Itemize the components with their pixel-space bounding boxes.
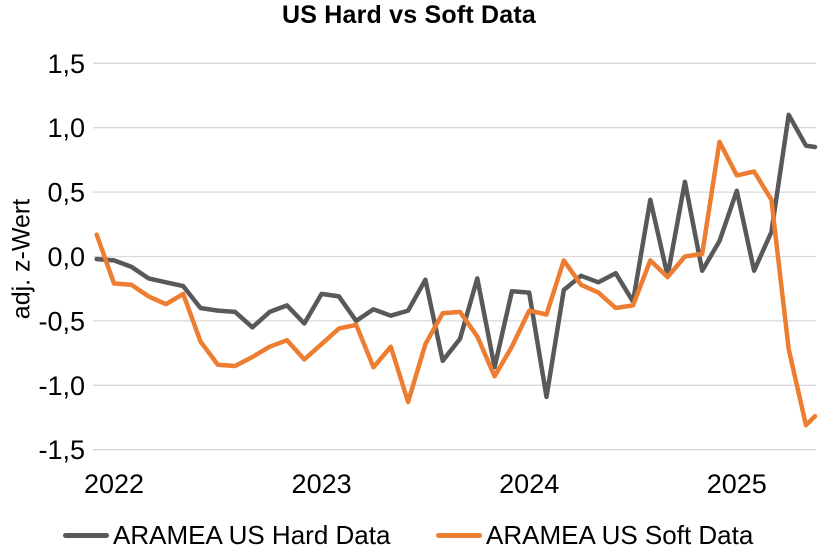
soft-data-line-swatch — [436, 533, 482, 538]
y-tick-label: -1,5 — [38, 435, 85, 465]
legend-item-soft-data: ARAMEA US Soft Data — [436, 520, 754, 550]
y-tick-label: 0,5 — [47, 178, 85, 208]
y-tick-label: 0,0 — [47, 242, 85, 272]
y-tick-label: 1,5 — [47, 49, 85, 79]
hard-data-line — [94, 112, 818, 400]
soft-data-line — [94, 139, 818, 428]
line-chart-plot-area: 1,5 1,0 0,5 0,0 -0,5 -1,0 -1,5 2022 2023 2024 2025 — [38, 49, 818, 499]
chart-legend: ARAMEA US Hard Data ARAMEA US Soft Data — [0, 520, 818, 550]
x-tick-label: 2022 — [84, 469, 144, 499]
y-tick-label: -1,0 — [38, 371, 85, 401]
x-tick-label: 2025 — [707, 469, 767, 499]
y-tick-label: 1,0 — [47, 113, 85, 143]
hard-data-line-swatch — [63, 533, 109, 538]
chart-title: US Hard vs Soft Data — [281, 1, 537, 29]
legend-label-soft-data: ARAMEA US Soft Data — [486, 520, 754, 550]
x-tick-label: 2024 — [499, 469, 559, 499]
legend-label-hard-data: ARAMEA US Hard Data — [113, 520, 391, 550]
x-tick-label: 2023 — [292, 469, 352, 499]
legend-item-hard-data: ARAMEA US Hard Data — [63, 520, 391, 550]
y-tick-label: -0,5 — [38, 306, 85, 336]
